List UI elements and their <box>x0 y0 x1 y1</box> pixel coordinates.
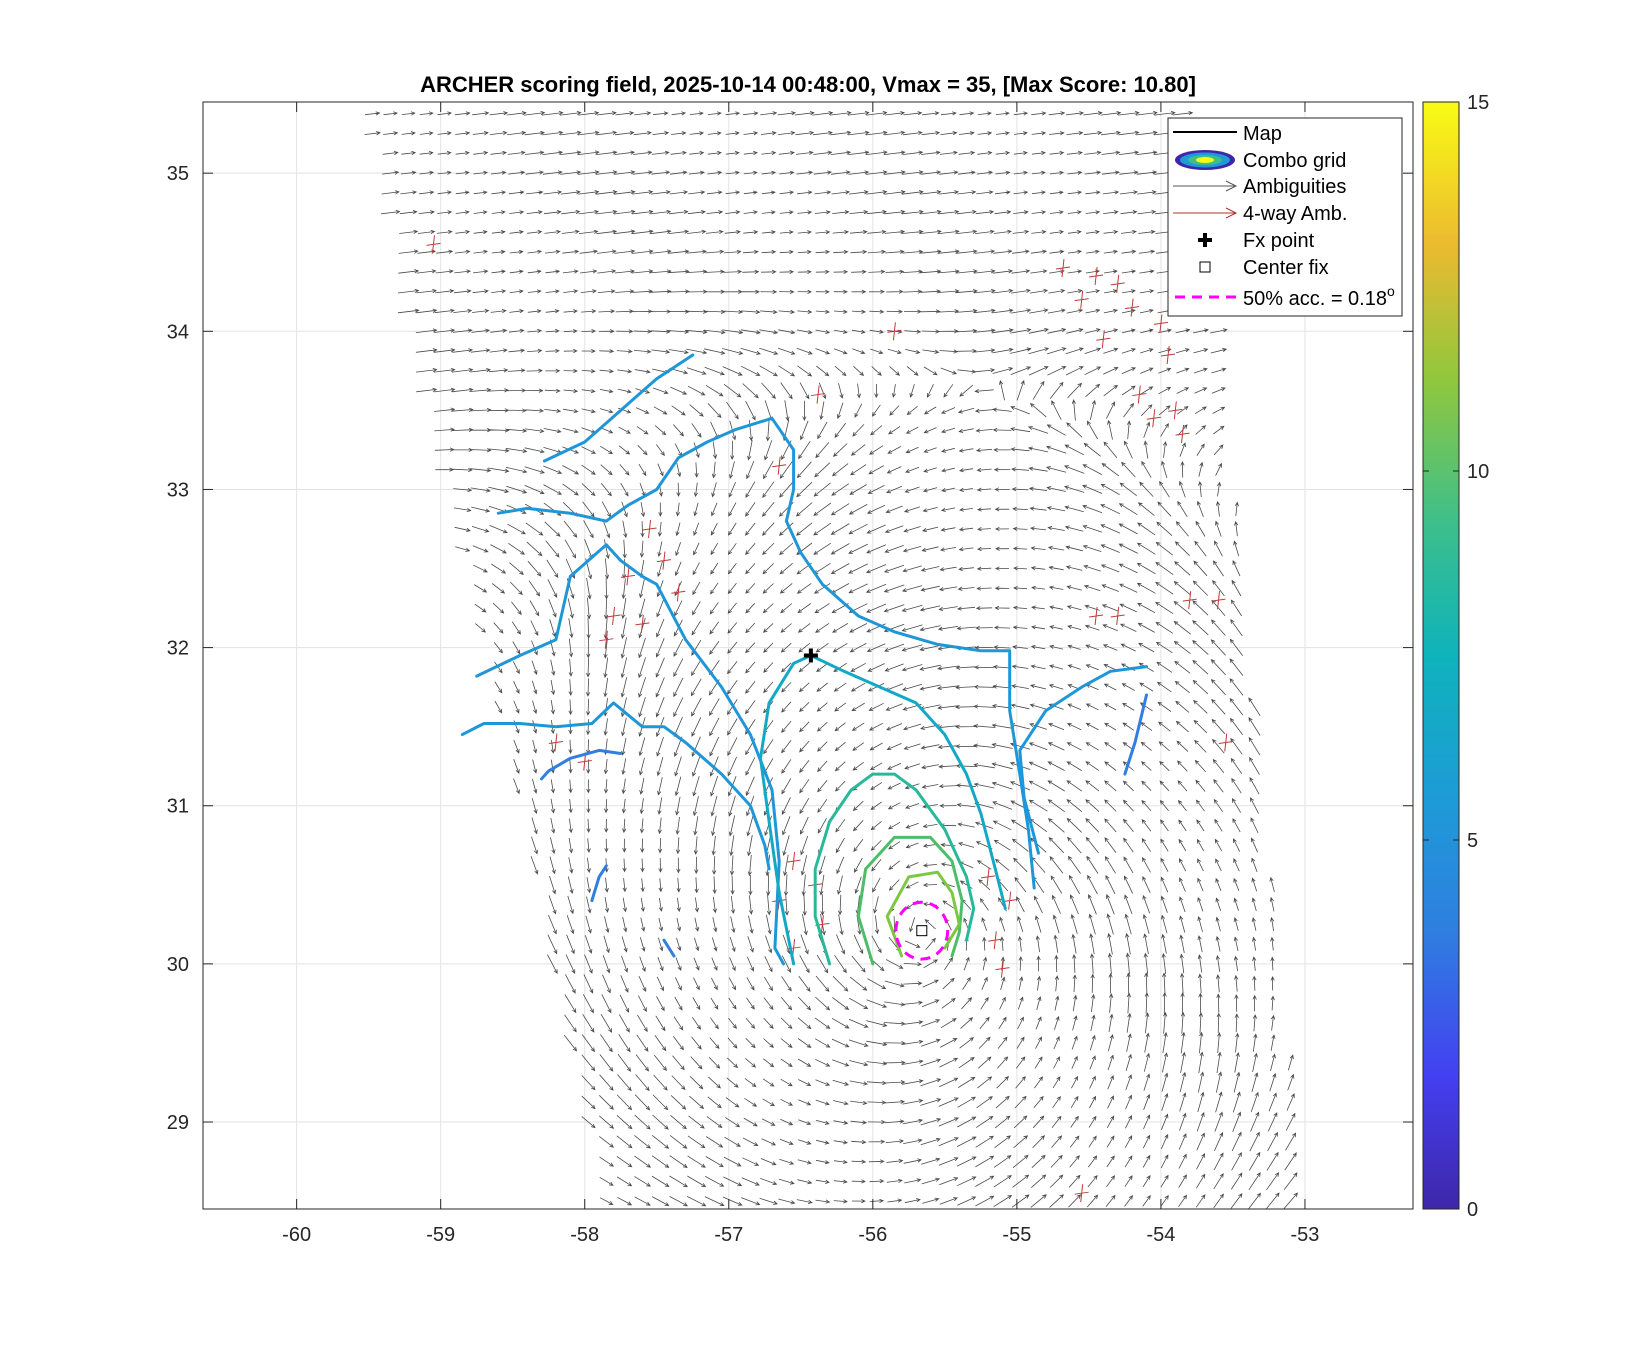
x-tick-label: -58 <box>570 1224 599 1246</box>
four-way-ambiguity-mark <box>1125 298 1140 317</box>
four-way-ambiguity-mark <box>1211 591 1226 610</box>
x-tick-label: -60 <box>282 1224 311 1246</box>
center-fix-marker <box>916 925 928 937</box>
y-tick-label: 33 <box>167 479 189 501</box>
four-way-ambiguity-mark <box>656 551 672 570</box>
four-way-ambiguity-mark <box>1055 258 1071 278</box>
legend-center-fix-icon <box>1199 261 1211 273</box>
legend: Map Combo grid Ambiguities 4-way Amb. Fx… <box>1167 117 1403 317</box>
four-way-ambiguity-mark <box>772 456 787 475</box>
four-way-ambiguity-mark <box>980 867 996 886</box>
legend-fx-point-icon <box>1198 233 1212 247</box>
x-tick-label: -59 <box>426 1224 455 1246</box>
legend-combo-grid-icon <box>1175 150 1235 170</box>
legend-label-4way: 4-way Amb. <box>1243 203 1347 225</box>
score-contour-line <box>590 864 608 903</box>
four-way-ambiguity-mark <box>995 959 1010 978</box>
four-way-ambiguity-mark <box>1175 425 1190 444</box>
colorbar-tick-label: 10 <box>1467 461 1489 483</box>
four-way-ambiguity-mark <box>426 235 441 254</box>
four-way-ambiguity-mark <box>1182 591 1197 610</box>
legend-label-center-fix: Center fix <box>1243 257 1329 279</box>
score-contour-line <box>540 748 623 781</box>
four-way-ambiguity-mark <box>887 322 902 341</box>
x-axis: -60 -59 -58 -57 -56 -55 -54 -53 <box>282 102 1319 1246</box>
legend-label-map: Map <box>1243 123 1282 145</box>
y-axis: 29 30 31 32 33 34 35 <box>167 163 1413 1134</box>
legend-4way-arrow-icon <box>1173 207 1238 219</box>
colorbar-tick-label: 0 <box>1467 1199 1478 1221</box>
fix-markers <box>803 648 950 961</box>
four-way-ambiguity-mark <box>606 606 621 626</box>
four-way-ambiguity-mark <box>1089 606 1104 626</box>
four-way-ambiguity-mark <box>599 630 614 649</box>
four-way-ambiguity-mark <box>1110 274 1125 293</box>
y-tick-label: 30 <box>167 954 189 976</box>
four-way-ambiguity-mark <box>642 519 657 539</box>
score-contour-line <box>813 772 976 966</box>
colorbar-tick-label: 15 <box>1467 92 1489 114</box>
score-contour-line <box>496 416 1036 890</box>
legend-label-ambiguities: Ambiguities <box>1243 176 1346 198</box>
score-contour-line <box>759 654 1007 966</box>
x-tick-label: -57 <box>714 1224 743 1246</box>
score-contour-line <box>1018 665 1148 855</box>
x-tick-label: -56 <box>858 1224 887 1246</box>
x-tick-label: -55 <box>1002 1224 1031 1246</box>
fx-point-marker <box>803 648 818 663</box>
chart-title: ARCHER scoring field, 2025-10-14 00:48:0… <box>420 72 1196 97</box>
score-contour-line <box>460 701 771 871</box>
score-contour-line <box>542 353 695 463</box>
accuracy-circle <box>894 900 950 961</box>
four-way-ambiguity-mark <box>988 931 1003 950</box>
four-way-ambiguity-mark <box>1074 1184 1089 1203</box>
x-tick-label: -54 <box>1146 1224 1175 1246</box>
four-way-ambiguity-mark <box>1146 409 1161 428</box>
score-contours <box>460 353 1148 966</box>
four-way-ambiguity-mark <box>671 583 686 602</box>
y-tick-label: 35 <box>167 163 189 185</box>
four-way-ambiguity-mark <box>1074 290 1089 309</box>
score-contour-line <box>1123 693 1148 776</box>
ambiguity-arrows <box>364 110 1298 1209</box>
colorbar: 0 5 10 15 <box>1422 92 1489 1221</box>
score-contour-line <box>885 870 961 958</box>
four-way-ambiguity-mark <box>548 733 563 752</box>
ambiguity-wind-field <box>364 110 1298 1209</box>
four-way-ambiguity-mark <box>1132 385 1147 404</box>
four-way-ambiguity-mark <box>1153 314 1168 333</box>
legend-label-combo-grid: Combo grid <box>1243 150 1346 172</box>
four-way-ambiguity-mark <box>635 614 650 633</box>
four-way-ambiguity-mark <box>1096 330 1111 349</box>
colorbar-gradient <box>1422 101 1460 1210</box>
score-contour-line <box>475 543 785 966</box>
plot-frame <box>202 101 1414 1210</box>
legend-label-accuracy: 50% acc. = 0.18o <box>1243 283 1395 310</box>
x-tick-label: -53 <box>1291 1224 1320 1246</box>
four-way-ambiguities <box>426 235 1233 1203</box>
four-way-ambiguity-mark <box>1161 345 1176 365</box>
y-tick-label: 34 <box>167 321 189 343</box>
four-way-ambiguity-mark <box>1218 733 1233 752</box>
score-contour-line <box>662 938 676 958</box>
y-tick-label: 29 <box>167 1112 189 1134</box>
four-way-ambiguity-mark <box>811 385 826 404</box>
colorbar-ticks: 0 5 10 15 <box>1423 92 1489 1221</box>
legend-label-fx-point: Fx point <box>1243 230 1315 252</box>
four-way-ambiguity-mark <box>1168 401 1183 420</box>
y-tick-label: 32 <box>167 638 189 660</box>
four-way-ambiguity-mark <box>1089 266 1104 286</box>
four-way-ambiguity-mark <box>786 852 801 871</box>
four-way-ambiguity-mark <box>1110 606 1125 626</box>
y-tick-label: 31 <box>167 796 189 818</box>
legend-ambiguity-arrow-icon <box>1173 180 1238 192</box>
colorbar-tick-label: 5 <box>1467 830 1478 852</box>
four-way-ambiguity-mark <box>620 567 636 586</box>
